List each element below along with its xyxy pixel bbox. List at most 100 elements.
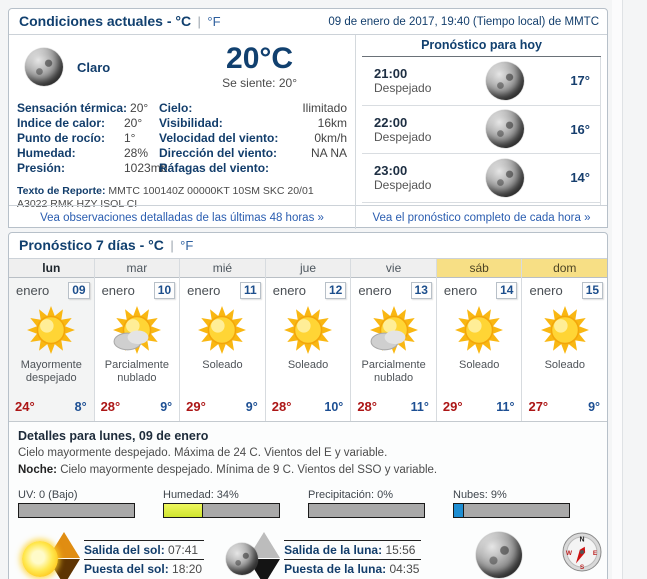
night-label: Noche: <box>18 464 57 476</box>
details-title: Detalles para lunes, 09 de enero <box>18 429 209 443</box>
date-number: 15 <box>581 282 604 299</box>
moonset-value: 04:35 <box>389 562 420 576</box>
hourly-forecast-rows: 21:00 Despejado 17° 22:00 Despejado 16° <box>362 57 601 205</box>
seven-day-header: Pronóstico 7 días - °C | °F <box>9 233 607 259</box>
detail-label: Visibilidad: <box>159 116 223 130</box>
precip-bar <box>308 503 425 518</box>
detail-row: Punto de rocío: 1° <box>17 131 159 146</box>
detail-label: Presión: <box>17 161 66 175</box>
details-column-left: Sensación térmica: 20° Indice de calor: … <box>17 101 167 176</box>
hourly-row[interactable]: 22:00 Despejado 16° <box>362 106 600 154</box>
date-number: 10 <box>153 282 176 299</box>
date-row: enero 14 <box>437 278 522 301</box>
compass-e: E <box>593 550 598 557</box>
low-temp: 11° <box>496 400 515 414</box>
sunrise-value: 07:41 <box>168 543 199 557</box>
day-cell[interactable]: sáb enero 14 Soleado 29° 11° <box>435 259 522 421</box>
detail-label: Ráfagas del viento: <box>159 161 270 175</box>
hourly-condition: Despejado <box>374 81 432 96</box>
details-night-line: Noche: Cielo mayormente despejado. Mínim… <box>18 463 598 477</box>
clouds-bar-group: Nubes: 9% <box>453 489 598 518</box>
hourly-row[interactable]: 21:00 Despejado 17° <box>362 57 600 106</box>
day-cell[interactable]: vie enero 13 Parcialmente nublado 28° 11… <box>350 259 436 421</box>
day-temps: 24° 8° <box>9 399 94 421</box>
hourly-time: 22:00 <box>374 114 408 130</box>
day-temps: 29° 9° <box>180 399 265 421</box>
day-name: vie <box>351 259 436 278</box>
current-condition-text: Claro <box>77 59 111 75</box>
current-conditions-body: Claro 20°C Se siente: 20° Sensación térm… <box>9 35 607 210</box>
hourly-time: 23:00 <box>374 163 408 179</box>
hourly-temp: 14° <box>570 170 590 186</box>
clear-night-moon-icon <box>25 48 63 86</box>
day-condition: Mayormente despejado <box>20 359 82 384</box>
hourly-forecast-panel: Pronóstico para hoy 21:00 Despejado 17° … <box>356 35 607 205</box>
low-temp: 9° <box>245 400 258 414</box>
sun-icon <box>180 301 265 359</box>
history-linkbar: Vea observaciones detalladas de las últi… <box>9 205 356 229</box>
high-temp: 29° <box>186 399 206 414</box>
uv-bar <box>18 503 135 518</box>
day-cell[interactable]: lun enero 09 Mayormente despejado 24° 8° <box>9 259 94 421</box>
detail-label: Humedad: <box>17 146 76 160</box>
date-number: 13 <box>410 282 432 299</box>
sun-icon <box>522 301 607 359</box>
date-row: enero 15 <box>522 278 607 301</box>
detail-row: Cielo: Ilimitado <box>159 101 349 116</box>
unit-fahrenheit-link[interactable]: °F <box>180 238 194 253</box>
moonrise-label: Salida de la luna: <box>284 543 383 557</box>
current-conditions-header: Condiciones actuales - °C | °F 09 de ene… <box>9 9 607 35</box>
day-condition: Soleado <box>202 359 243 371</box>
date-number: 14 <box>496 282 518 299</box>
metar-report-label: Texto de Reporte: <box>17 185 106 197</box>
detail-value: Ilimitado <box>302 101 347 115</box>
history-48h-link[interactable]: Vea observaciones detalladas de las últi… <box>40 211 324 224</box>
sun-icon <box>9 301 94 359</box>
detail-label: Dirección del viento: <box>159 146 278 160</box>
moon-phase-group: Fase lunar: Gibosa Creciente <box>473 532 524 579</box>
hourly-temp: 17° <box>570 73 590 89</box>
sunset-row: Puesta del sol: 18:20 <box>84 559 205 578</box>
day-name: lun <box>9 259 94 278</box>
sun-times-group: Salida del sol: 07:41 Puesta del sol: 18… <box>22 532 205 579</box>
sunrise-label: Salida del sol: <box>84 543 165 557</box>
day-cell[interactable]: mié enero 11 Soleado 29° 9° <box>179 259 265 421</box>
current-temp-block: 20°C Se siente: 20° <box>222 44 297 91</box>
date-number: 12 <box>324 282 347 299</box>
moonset-row: Puesta de la luna: 04:35 <box>284 559 422 578</box>
humidity-label: Humedad: 34% <box>163 489 239 501</box>
moon-icon <box>486 110 524 149</box>
month-label: enero <box>529 283 563 298</box>
compass-w: W <box>566 550 573 557</box>
detail-row: Ráfagas del viento: <box>159 161 349 176</box>
detail-row: Dirección del viento: NA NA <box>159 146 349 161</box>
stat-bars: UV: 0 (Bajo) Humedad: 34% Precipitación:… <box>18 489 598 518</box>
metar-report: Texto de Reporte: MMTC 100140Z 00000KT 1… <box>17 185 349 211</box>
moon-times-group: Salida de la luna: 15:56 Puesta de la lu… <box>226 532 422 579</box>
day-cell[interactable]: mar enero 10 Parcialmente nublado 28° 9° <box>93 259 180 421</box>
clouds-label: Nubes: 9% <box>453 489 507 501</box>
day-cell[interactable]: dom enero 15 Soleado 27° 9° <box>521 259 608 421</box>
panel-title-group: Pronóstico 7 días - °C | °F <box>19 237 193 255</box>
hourly-row[interactable]: 23:00 Despejado 14° <box>362 154 600 203</box>
unit-fahrenheit-link[interactable]: °F <box>207 14 221 29</box>
week-forecast-row: lun enero 09 Mayormente despejado 24° 8°… <box>9 259 608 422</box>
high-temp: 24° <box>15 399 35 414</box>
full-hourly-link[interactable]: Vea el pronóstico completo de cada hora … <box>372 211 591 224</box>
seven-day-panel: Pronóstico 7 días - °C | °F lun enero 09… <box>8 232 608 579</box>
date-number: 09 <box>68 282 90 299</box>
uv-bar-group: UV: 0 (Bajo) <box>18 489 163 518</box>
day-temps: 29° 11° <box>437 399 522 421</box>
current-conditions-left: Claro 20°C Se siente: 20° Sensación térm… <box>9 35 356 210</box>
detail-row: Velocidad del viento: 0km/h <box>159 131 349 146</box>
month-label: enero <box>272 283 306 298</box>
month-label: enero <box>187 283 221 298</box>
high-temp: 28° <box>100 399 121 414</box>
page-right-margin <box>612 0 622 579</box>
detail-value: 1023mb <box>124 161 168 175</box>
sun-icon <box>437 301 522 359</box>
low-temp: 11° <box>410 400 429 414</box>
detail-value: NA NA <box>310 146 347 160</box>
compass-n: N <box>580 537 585 544</box>
day-cell[interactable]: jue enero 12 Soleado 28° 10° <box>264 259 351 421</box>
